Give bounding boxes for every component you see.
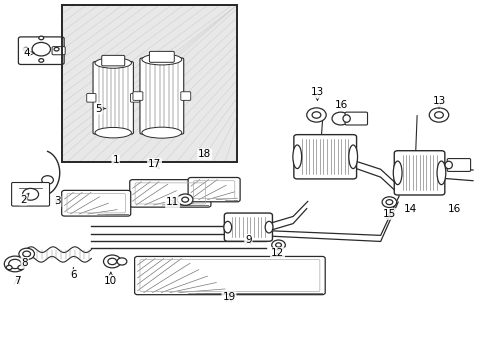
FancyBboxPatch shape [19, 37, 64, 64]
Text: 12: 12 [270, 248, 284, 258]
Text: 19: 19 [222, 292, 235, 302]
FancyBboxPatch shape [102, 55, 124, 66]
Text: 17: 17 [148, 159, 161, 169]
Circle shape [39, 59, 43, 62]
Ellipse shape [95, 58, 131, 68]
Text: 4: 4 [23, 48, 30, 58]
Circle shape [271, 240, 285, 250]
FancyBboxPatch shape [224, 213, 272, 241]
Circle shape [54, 48, 59, 51]
Circle shape [275, 243, 281, 247]
FancyBboxPatch shape [130, 94, 140, 102]
Circle shape [385, 200, 392, 204]
Bar [62, 5, 237, 162]
Text: 7: 7 [14, 276, 20, 286]
Circle shape [381, 197, 396, 207]
FancyBboxPatch shape [86, 94, 96, 102]
Circle shape [182, 197, 188, 202]
FancyBboxPatch shape [293, 135, 356, 179]
Circle shape [117, 258, 126, 265]
Text: 3: 3 [54, 197, 61, 206]
Circle shape [331, 112, 349, 125]
Circle shape [103, 255, 121, 268]
Circle shape [32, 42, 50, 56]
Circle shape [39, 36, 43, 40]
FancyBboxPatch shape [181, 92, 190, 100]
Text: 1: 1 [112, 156, 119, 165]
Circle shape [311, 112, 320, 118]
Text: 11: 11 [165, 197, 179, 207]
Text: 15: 15 [382, 209, 395, 219]
Circle shape [306, 108, 325, 122]
FancyBboxPatch shape [52, 46, 65, 55]
Text: 16: 16 [334, 100, 347, 110]
Text: 2: 2 [20, 195, 26, 204]
FancyBboxPatch shape [133, 92, 142, 100]
FancyBboxPatch shape [93, 62, 133, 134]
Circle shape [22, 188, 39, 200]
Ellipse shape [142, 127, 182, 138]
FancyBboxPatch shape [149, 51, 174, 62]
FancyBboxPatch shape [129, 180, 210, 207]
Text: 16: 16 [447, 203, 460, 213]
Circle shape [428, 108, 448, 122]
Bar [62, 5, 237, 162]
Text: 13: 13 [431, 96, 445, 107]
Ellipse shape [444, 161, 451, 169]
Text: 8: 8 [21, 258, 28, 268]
FancyBboxPatch shape [447, 158, 469, 171]
FancyBboxPatch shape [345, 112, 367, 125]
Text: 10: 10 [104, 276, 117, 286]
Circle shape [23, 48, 28, 51]
FancyBboxPatch shape [393, 151, 444, 195]
Circle shape [9, 259, 21, 269]
Text: 18: 18 [198, 149, 211, 159]
FancyBboxPatch shape [61, 190, 130, 216]
Ellipse shape [342, 115, 349, 122]
Text: 14: 14 [404, 203, 417, 213]
Text: 13: 13 [310, 87, 324, 98]
Circle shape [19, 248, 34, 260]
FancyBboxPatch shape [134, 256, 325, 295]
Ellipse shape [142, 54, 182, 65]
Ellipse shape [348, 145, 357, 168]
Circle shape [108, 258, 116, 265]
Ellipse shape [95, 127, 131, 138]
Ellipse shape [392, 161, 401, 185]
Circle shape [6, 265, 12, 270]
Circle shape [177, 194, 193, 205]
Circle shape [434, 112, 443, 118]
Circle shape [4, 256, 26, 272]
FancyBboxPatch shape [12, 183, 49, 206]
Circle shape [23, 251, 30, 257]
Ellipse shape [292, 145, 301, 168]
FancyBboxPatch shape [188, 177, 240, 202]
Text: 5: 5 [95, 104, 102, 113]
Ellipse shape [224, 221, 231, 233]
Text: 6: 6 [70, 270, 77, 280]
FancyBboxPatch shape [140, 58, 183, 134]
Ellipse shape [264, 221, 272, 233]
Circle shape [18, 265, 24, 270]
Ellipse shape [436, 161, 445, 185]
Circle shape [41, 176, 53, 184]
Text: 9: 9 [244, 235, 251, 245]
